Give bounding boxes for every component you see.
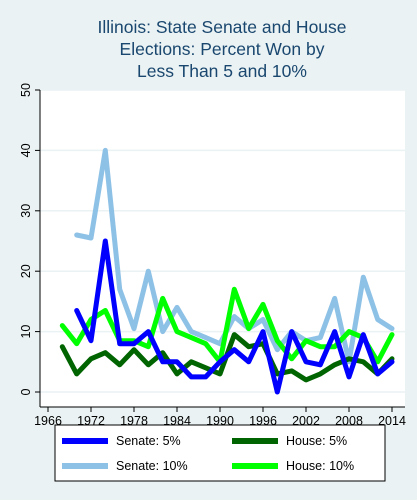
y-tick-label: 20 xyxy=(19,264,33,278)
y-tick-label: 40 xyxy=(19,143,33,157)
legend: Senate: 5% House: 5% Senate: 10% House: 10% xyxy=(54,424,386,482)
y-tick-label: 0 xyxy=(19,388,33,395)
series-line-senate-10 xyxy=(74,147,395,365)
y-tick-label: 10 xyxy=(19,325,33,339)
chart-title: Illinois: State Senate and House Electio… xyxy=(97,17,346,81)
chart-title-line-1: Illinois: State Senate and House xyxy=(97,17,346,37)
legend-label: House: 5% xyxy=(286,434,347,448)
legend-label: Senate: 5% xyxy=(116,434,181,448)
legend-label: Senate: 10% xyxy=(116,459,188,473)
series-line-senate-5 xyxy=(74,238,395,395)
legend-label: House: 10% xyxy=(286,459,354,473)
y-tick-label: 50 xyxy=(19,83,33,97)
chart-title-line-2: Elections: Percent Won by xyxy=(120,39,325,59)
y-tick-label: 30 xyxy=(19,204,33,218)
series-lines xyxy=(59,147,395,395)
chart-title-line-3: Less Than 5 and 10% xyxy=(137,61,307,81)
legend-box xyxy=(54,424,386,482)
